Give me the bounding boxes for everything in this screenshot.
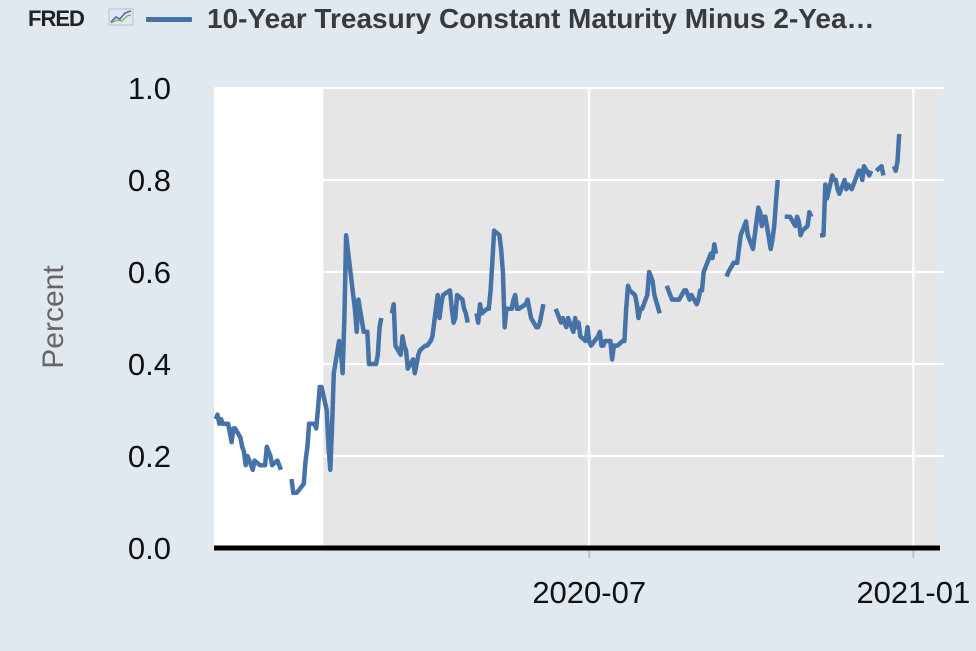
legend-swatch: [146, 17, 192, 22]
series-line-segment: [553, 269, 662, 362]
chart: 0.0 0.2 0.4 0.6 0.8 1.0 2020-07 2021-01 Percent: [37, 71, 970, 610]
x-tick-label: 2021-01: [856, 575, 970, 610]
y-tick-label: 1.0: [128, 71, 171, 106]
y-axis-title: Percent: [37, 265, 70, 369]
series-line-segment: [819, 163, 874, 238]
y-tick-label: 0.0: [128, 531, 171, 566]
series-line-group: [213, 133, 902, 496]
series-line-segment: [784, 209, 814, 238]
chart-title: 10-Year Treasury Constant Maturity Minus…: [207, 3, 875, 34]
series-line-segment: [664, 242, 719, 307]
chart-header: FRED 10-Year Treasury Constant Maturity …: [0, 0, 976, 40]
y-tick-label: 0.2: [128, 439, 171, 474]
series-line-segment: [474, 228, 546, 330]
recession-shading: [323, 88, 938, 548]
series-line-segment: [389, 288, 470, 376]
series-line-segment: [891, 133, 902, 174]
y-tick-label: 0.8: [128, 163, 171, 198]
fred-line-graph-icon: [108, 8, 134, 26]
series-line-segment: [213, 412, 284, 473]
y-tick-label: 0.6: [128, 255, 171, 290]
y-tick-label: 0.4: [128, 347, 171, 382]
series-line-segment: [874, 163, 886, 176]
series-line-segment: [724, 179, 780, 278]
axes: 0.0 0.2 0.4 0.6 0.8 1.0 2020-07 2021-01: [128, 71, 970, 610]
fred-logo[interactable]: FRED: [28, 6, 85, 31]
x-tick-label: 2020-07: [532, 575, 646, 610]
series-line-segment: [289, 232, 384, 496]
